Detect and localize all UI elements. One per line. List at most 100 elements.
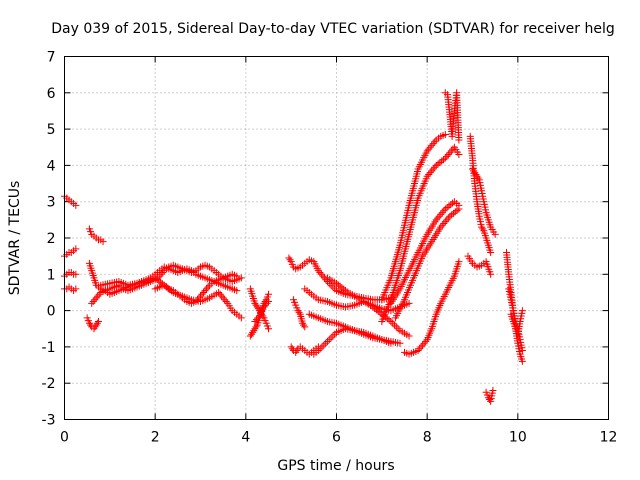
data-point <box>437 223 445 231</box>
data-point <box>447 147 455 155</box>
data-point <box>252 323 260 331</box>
data-point <box>333 279 340 287</box>
data-point <box>253 303 261 311</box>
data-point <box>233 272 241 280</box>
data-point <box>91 296 99 304</box>
data-point <box>437 210 445 218</box>
data-point <box>325 336 333 344</box>
data-point <box>250 327 258 335</box>
x-tick-label: 6 <box>332 430 341 446</box>
data-point <box>327 281 335 289</box>
series-seg-y <box>401 258 463 358</box>
data-point <box>216 290 224 298</box>
data-point <box>203 285 211 293</box>
series-seg-f <box>83 314 102 333</box>
x-tick-label: 12 <box>600 430 618 446</box>
data-point <box>340 285 348 293</box>
plot-frame <box>64 56 609 420</box>
series-seg-j <box>151 270 241 307</box>
series-seg-b <box>61 245 80 260</box>
data-point <box>252 316 260 324</box>
data-point <box>293 347 301 355</box>
data-point <box>449 209 457 217</box>
y-tick-label: 2 <box>47 231 56 247</box>
data-point <box>439 156 447 164</box>
data-point <box>391 321 399 329</box>
data-point <box>320 341 328 349</box>
data-point <box>478 223 486 231</box>
data-point <box>487 249 495 257</box>
data-point <box>446 149 454 157</box>
data-point <box>387 317 395 325</box>
data-point <box>285 254 293 262</box>
data-point <box>434 160 442 168</box>
data-point <box>374 307 382 315</box>
data-point <box>89 298 97 306</box>
data-point <box>248 330 255 338</box>
y-tick-label: -3 <box>42 413 56 429</box>
data-point <box>329 332 337 340</box>
data-point <box>90 325 98 333</box>
data-point <box>316 345 324 353</box>
series-seg-n <box>285 254 395 304</box>
data-point <box>428 141 436 149</box>
data-point <box>429 165 437 173</box>
series-seg-p <box>289 296 309 331</box>
data-point <box>327 334 335 342</box>
data-point <box>292 348 300 356</box>
data-point <box>286 256 294 264</box>
data-point <box>394 325 402 333</box>
series-seg-a <box>61 192 80 209</box>
series-seg-ac <box>464 252 495 278</box>
data-point <box>440 207 448 215</box>
data-point <box>265 325 272 333</box>
data-point <box>197 292 204 300</box>
data-point <box>91 323 99 331</box>
data-point <box>440 219 448 227</box>
data-point <box>392 323 400 331</box>
data-point <box>445 202 453 210</box>
data-point <box>260 303 268 311</box>
data-point <box>265 298 272 306</box>
data-point <box>338 284 346 292</box>
chart-title: Day 039 of 2015, Sidereal Day-to-day VTE… <box>51 21 614 37</box>
data-point <box>198 290 206 298</box>
data-point <box>447 201 455 209</box>
data-point <box>453 206 461 214</box>
data-point <box>265 290 272 298</box>
data-point <box>419 341 427 349</box>
grid-lines <box>64 56 609 420</box>
x-tick-label: 4 <box>241 430 250 446</box>
data-point <box>451 208 459 216</box>
data-point <box>322 339 330 347</box>
data-point <box>316 268 324 276</box>
y-tick-label: -2 <box>42 376 56 392</box>
data-point <box>405 332 413 340</box>
data-point <box>95 317 102 325</box>
data-point <box>438 221 446 229</box>
data-point <box>219 294 227 302</box>
data-point <box>300 321 308 329</box>
data-point <box>249 328 257 336</box>
data-point <box>237 274 245 282</box>
data-point <box>432 216 440 224</box>
data-point <box>251 325 259 333</box>
data-point <box>72 285 80 293</box>
series-seg-s <box>310 325 404 358</box>
data-point <box>473 172 481 180</box>
series-seg-ab <box>469 165 499 238</box>
data-point <box>151 274 159 282</box>
data-point <box>336 282 344 290</box>
data-point <box>88 299 96 307</box>
data-point <box>221 296 229 304</box>
y-tick-label: 1 <box>47 267 56 283</box>
data-point <box>299 319 306 327</box>
data-point <box>193 296 201 304</box>
data-point <box>72 270 80 278</box>
data-point <box>95 290 103 298</box>
data-point <box>72 245 80 253</box>
series-seg-d <box>61 283 80 295</box>
data-point <box>331 330 339 338</box>
y-tick-label: 6 <box>47 86 56 102</box>
